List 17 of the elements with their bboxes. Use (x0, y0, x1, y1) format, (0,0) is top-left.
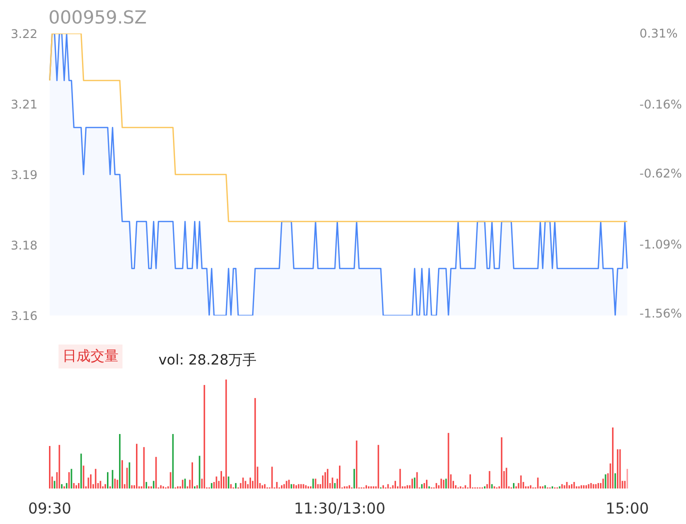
x-tick-label: 11:30/13:00 (294, 500, 386, 518)
chart-title: 000959.SZ (48, 8, 147, 28)
y2-tick-label: 0.31% (640, 26, 678, 40)
line-series (49, 34, 628, 222)
x-tick-label: 09:30 (28, 500, 72, 518)
y-tick-label: 3.16 (10, 309, 38, 323)
y2-tick-label: -1.09% (640, 238, 682, 252)
y-tick-label: 3.21 (10, 98, 38, 112)
y-tick-label: 3.22 (10, 27, 38, 41)
y-tick-label: 3.18 (10, 238, 38, 252)
text: 日成交量 (62, 348, 118, 364)
text: vol: 28.28万手 (158, 352, 256, 368)
y2-tick-label: -0.62% (640, 166, 682, 181)
x-tick-label: 15:00 (606, 500, 649, 518)
y2-tick-label: -0.16% (640, 97, 682, 112)
y-tick-label: 3.19 (10, 168, 38, 182)
y2-tick-label: -1.56% (640, 306, 682, 320)
